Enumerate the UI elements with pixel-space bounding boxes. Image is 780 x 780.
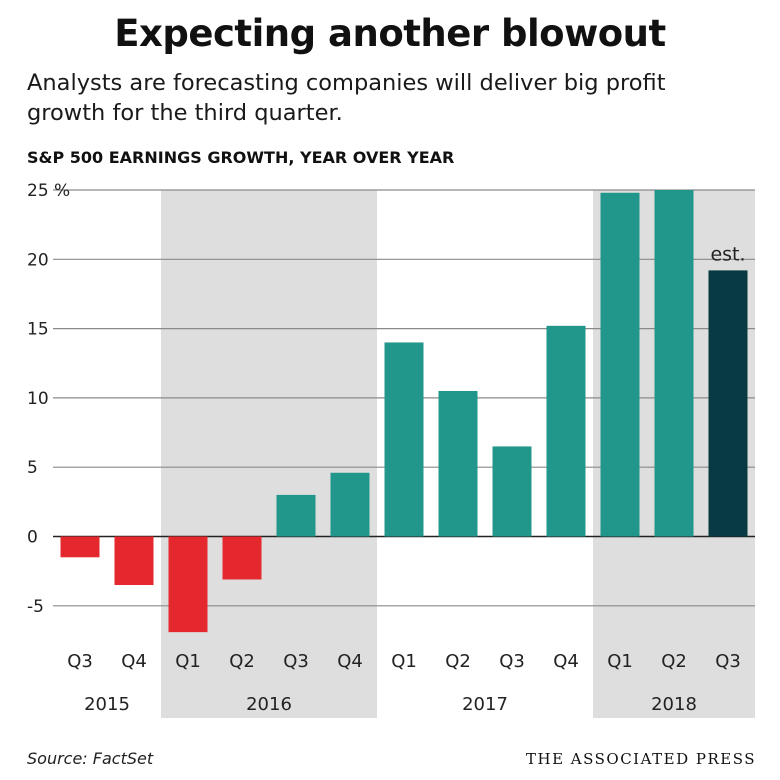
- bar-q1-2: [168, 536, 208, 633]
- bar-q4-1: [114, 536, 154, 586]
- quarter-label: Q1: [391, 651, 417, 672]
- bar-q1-10: [600, 192, 640, 537]
- quarter-label: Q2: [229, 651, 255, 672]
- bar-q4-5: [330, 472, 370, 537]
- y-tick-label: 10: [27, 389, 49, 409]
- y-tick-label: 20: [27, 250, 49, 270]
- quarter-label: Q3: [67, 651, 93, 672]
- quarter-label: Q3: [499, 651, 525, 672]
- quarter-label: Q4: [337, 651, 363, 672]
- y-tick-label: 25 %: [27, 181, 70, 201]
- bar-q3-12: [708, 270, 748, 537]
- chart-title: Expecting another blowout: [114, 12, 666, 55]
- bar-q3-8: [492, 446, 532, 537]
- quarter-label: Q3: [283, 651, 309, 672]
- quarter-label: Q1: [175, 651, 201, 672]
- bars: [60, 190, 748, 633]
- year-label-2017: 2017: [462, 694, 508, 715]
- quarter-label: Q2: [661, 651, 687, 672]
- chart-label: S&P 500 EARNINGS GROWTH, YEAR OVER YEAR: [27, 148, 455, 167]
- estimate-annotation: est.: [710, 243, 745, 265]
- bar-q2-11: [654, 190, 694, 537]
- quarter-label: Q1: [607, 651, 633, 672]
- year-label-2018: 2018: [651, 694, 697, 715]
- y-tick-label: 15: [27, 320, 49, 340]
- year-label-2016: 2016: [246, 694, 292, 715]
- quarter-label: Q3: [715, 651, 741, 672]
- y-tick-label: -5: [27, 597, 44, 617]
- year-label-2015: 2015: [84, 694, 130, 715]
- quarter-label: Q4: [121, 651, 147, 672]
- bar-q3-0: [60, 536, 100, 558]
- bar-q2-7: [438, 390, 478, 537]
- credit-line: THE ASSOCIATED PRESS: [525, 750, 756, 768]
- source-note: Source: FactSet: [27, 749, 154, 768]
- y-tick-label: 0: [27, 528, 38, 548]
- chart-subtitle: Analysts are forecasting companies will …: [27, 70, 666, 126]
- bar-q2-3: [222, 536, 262, 580]
- bar-q1-6: [384, 342, 424, 537]
- bar-q3-4: [276, 494, 316, 537]
- y-tick-label: 5: [27, 458, 38, 478]
- quarter-label: Q2: [445, 651, 471, 672]
- bar-q4-9: [546, 325, 586, 537]
- year-shade-2016: [161, 190, 377, 718]
- quarter-label: Q4: [553, 651, 579, 672]
